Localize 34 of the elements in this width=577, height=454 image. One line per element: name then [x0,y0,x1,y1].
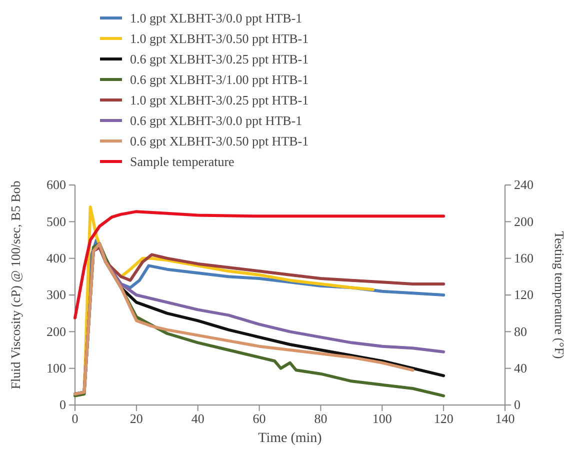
y2-tick-label: 160 [514,250,534,266]
y2-tick-label: 240 [514,177,534,192]
x-tick-label: 40 [191,411,204,426]
line-series [74,210,446,320]
y2-tick-label: 200 [514,214,534,229]
y2-axis-title: Testing temperature (°F) [552,231,567,359]
y2-tick-label: 40 [514,360,527,376]
y-tick-label: 400 [46,250,66,266]
x-tick-label: 100 [372,411,392,426]
x-tick-label: 140 [495,411,515,426]
y-tick-label: 500 [46,214,66,229]
y-tick-label: 200 [46,324,66,339]
x-tick-label: 80 [314,411,328,426]
x-tick-label: 0 [72,411,78,426]
y2-tick-label: 0 [514,397,520,412]
legend-label: 0.6 gpt XLBHT-3/0.50 ppt HTB-1 [130,134,309,148]
y-tick-label: 0 [60,397,66,412]
y2-tick-label: 120 [514,287,534,302]
y-tick-label: 100 [46,360,66,376]
legend-label: Sample temperature [130,154,235,169]
legend-label: 1.0 gpt XLBHT-3/0.50 ppt HTB-1 [130,31,309,46]
legend-label: 1.0 gpt XLBHT-3/0.25 ppt HTB-1 [130,92,309,108]
legend-label: 0.6 gpt XLBHT-3/0.0 ppt HTB-1 [130,113,302,128]
y-tick-label: 600 [46,177,66,192]
legend-label: 0.6 gpt XLBHT-3/1.00 ppt HTB-1 [130,72,309,87]
legend-label: 1.0 gpt XLBHT-3/0.0 ppt HTB-1 [130,10,302,26]
legend-label: 0.6 gpt XLBHT-3/0.25 ppt HTB-1 [130,52,309,66]
y-axis-title: Fluid Viscosity (cP) @ 100/sec, B5 Bob [8,180,23,390]
x-axis-title: Time (min) [258,431,322,446]
y-tick-label: 300 [46,287,66,302]
x-tick-label: 120 [434,411,454,426]
y2-tick-label: 80 [514,324,527,339]
x-tick-label: 20 [130,411,143,426]
x-tick-label: 60 [252,411,266,426]
